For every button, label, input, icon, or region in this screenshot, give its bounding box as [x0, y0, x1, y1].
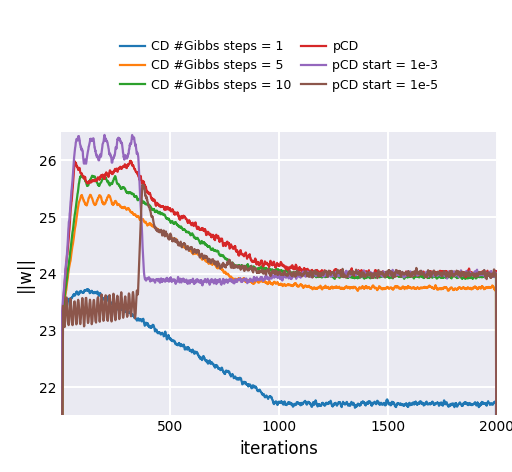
CD #Gibbs steps = 5	[270, 280, 276, 286]
CD #Gibbs steps = 1	[481, 401, 487, 407]
pCD start = 1e-3	[401, 274, 408, 279]
pCD start = 1e-5	[259, 268, 265, 273]
pCD start = 1e-5	[270, 269, 276, 275]
pCD	[401, 272, 408, 278]
pCD start = 1e-5	[139, 182, 145, 187]
CD #Gibbs steps = 10	[78, 173, 84, 178]
pCD start = 1e-3	[481, 268, 487, 273]
CD #Gibbs steps = 1	[81, 290, 87, 295]
CD #Gibbs steps = 1	[85, 287, 91, 292]
pCD start = 1e-3	[270, 273, 276, 279]
CD #Gibbs steps = 10	[81, 176, 87, 181]
pCD start = 1e-3	[101, 132, 108, 138]
CD #Gibbs steps = 10	[481, 273, 487, 278]
pCD	[259, 258, 265, 263]
CD #Gibbs steps = 5	[259, 278, 265, 284]
Line: pCD start = 1e-3: pCD start = 1e-3	[61, 135, 497, 472]
CD #Gibbs steps = 1	[481, 400, 487, 406]
CD #Gibbs steps = 5	[81, 198, 87, 203]
pCD	[481, 272, 487, 278]
Line: CD #Gibbs steps = 1: CD #Gibbs steps = 1	[61, 289, 497, 472]
CD #Gibbs steps = 5	[401, 286, 408, 291]
CD #Gibbs steps = 10	[259, 263, 265, 269]
pCD start = 1e-5	[401, 271, 408, 277]
Line: pCD: pCD	[61, 161, 497, 472]
Y-axis label: ||w||: ||w||	[15, 256, 33, 292]
Line: pCD start = 1e-5: pCD start = 1e-5	[61, 185, 497, 472]
CD #Gibbs steps = 5	[87, 192, 93, 198]
CD #Gibbs steps = 5	[481, 286, 487, 291]
pCD	[270, 260, 276, 266]
X-axis label: iterations: iterations	[240, 440, 318, 458]
CD #Gibbs steps = 5	[481, 287, 487, 292]
pCD start = 1e-5	[481, 268, 487, 273]
pCD start = 1e-3	[81, 160, 87, 166]
pCD	[81, 176, 87, 181]
pCD start = 1e-5	[481, 267, 487, 273]
pCD	[127, 158, 134, 164]
Line: CD #Gibbs steps = 10: CD #Gibbs steps = 10	[61, 176, 497, 472]
CD #Gibbs steps = 10	[401, 276, 408, 281]
pCD start = 1e-3	[481, 269, 487, 274]
CD #Gibbs steps = 10	[270, 268, 276, 273]
CD #Gibbs steps = 10	[481, 274, 487, 279]
CD #Gibbs steps = 1	[401, 402, 408, 408]
Legend: CD #Gibbs steps = 1, CD #Gibbs steps = 5, CD #Gibbs steps = 10, pCD, pCD start =: CD #Gibbs steps = 1, CD #Gibbs steps = 5…	[116, 36, 442, 95]
CD #Gibbs steps = 1	[259, 391, 265, 396]
Line: CD #Gibbs steps = 5: CD #Gibbs steps = 5	[61, 195, 497, 472]
pCD	[481, 272, 487, 278]
CD #Gibbs steps = 1	[270, 399, 276, 405]
pCD start = 1e-3	[259, 276, 265, 281]
pCD start = 1e-5	[81, 321, 87, 327]
